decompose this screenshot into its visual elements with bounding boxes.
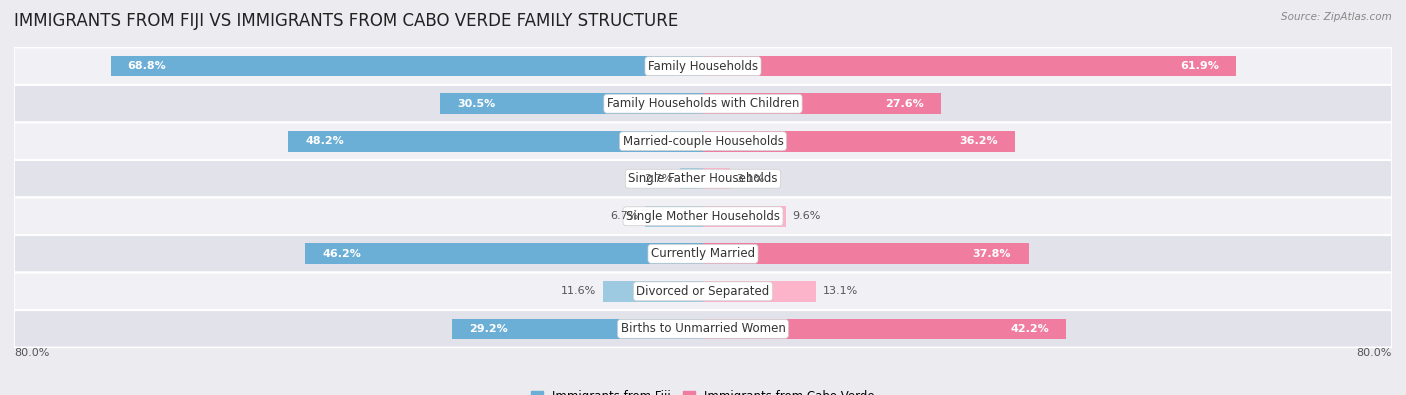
Text: Births to Unmarried Women: Births to Unmarried Women xyxy=(620,322,786,335)
Text: 80.0%: 80.0% xyxy=(14,348,49,357)
Text: 6.7%: 6.7% xyxy=(610,211,638,221)
Text: 68.8%: 68.8% xyxy=(128,61,166,71)
Text: 80.0%: 80.0% xyxy=(1357,348,1392,357)
Text: Currently Married: Currently Married xyxy=(651,247,755,260)
Text: Divorced or Separated: Divorced or Separated xyxy=(637,285,769,298)
FancyBboxPatch shape xyxy=(14,47,1392,85)
Text: 2.7%: 2.7% xyxy=(644,174,673,184)
FancyBboxPatch shape xyxy=(14,85,1392,122)
FancyBboxPatch shape xyxy=(14,310,1392,348)
Text: Single Mother Households: Single Mother Households xyxy=(626,210,780,223)
Text: IMMIGRANTS FROM FIJI VS IMMIGRANTS FROM CABO VERDE FAMILY STRUCTURE: IMMIGRANTS FROM FIJI VS IMMIGRANTS FROM … xyxy=(14,12,678,30)
Text: 27.6%: 27.6% xyxy=(884,99,924,109)
FancyBboxPatch shape xyxy=(14,273,1392,310)
Bar xyxy=(703,131,1015,152)
Bar xyxy=(288,131,703,152)
Text: 36.2%: 36.2% xyxy=(959,136,997,146)
FancyBboxPatch shape xyxy=(14,122,1392,160)
Text: 9.6%: 9.6% xyxy=(793,211,821,221)
Text: 11.6%: 11.6% xyxy=(561,286,596,296)
Text: Family Households: Family Households xyxy=(648,60,758,73)
FancyBboxPatch shape xyxy=(14,235,1392,273)
Text: 48.2%: 48.2% xyxy=(305,136,344,146)
Bar xyxy=(703,318,1066,339)
Bar xyxy=(703,93,941,114)
Text: 29.2%: 29.2% xyxy=(468,324,508,334)
Text: Source: ZipAtlas.com: Source: ZipAtlas.com xyxy=(1281,12,1392,22)
Text: 42.2%: 42.2% xyxy=(1011,324,1049,334)
Bar xyxy=(645,206,703,227)
Bar xyxy=(703,56,1236,77)
Text: Married-couple Households: Married-couple Households xyxy=(623,135,783,148)
Bar xyxy=(679,168,703,189)
Text: Single Father Households: Single Father Households xyxy=(628,172,778,185)
Text: Family Households with Children: Family Households with Children xyxy=(607,97,799,110)
Bar xyxy=(703,206,786,227)
Text: 46.2%: 46.2% xyxy=(322,249,361,259)
Bar xyxy=(440,93,703,114)
Bar xyxy=(451,318,703,339)
Legend: Immigrants from Fiji, Immigrants from Cabo Verde: Immigrants from Fiji, Immigrants from Ca… xyxy=(526,385,880,395)
Text: 13.1%: 13.1% xyxy=(823,286,858,296)
Text: 3.1%: 3.1% xyxy=(737,174,765,184)
Bar xyxy=(703,281,815,302)
Bar xyxy=(703,168,730,189)
Bar xyxy=(603,281,703,302)
Text: 37.8%: 37.8% xyxy=(973,249,1011,259)
Bar xyxy=(111,56,703,77)
Bar xyxy=(703,243,1029,264)
Text: 30.5%: 30.5% xyxy=(457,99,496,109)
Text: 61.9%: 61.9% xyxy=(1180,61,1219,71)
FancyBboxPatch shape xyxy=(14,198,1392,235)
Bar xyxy=(305,243,703,264)
FancyBboxPatch shape xyxy=(14,160,1392,198)
